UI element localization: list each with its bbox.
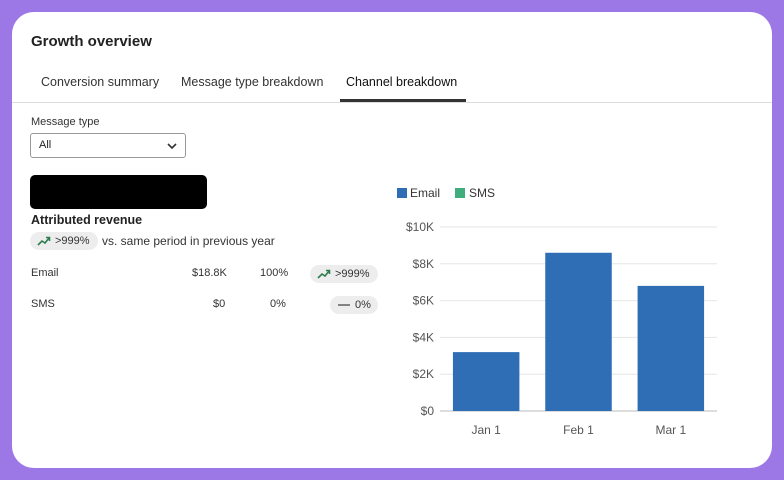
channel-revenue: $18.8K	[192, 267, 227, 279]
legend-label-email: Email	[410, 186, 441, 200]
tab-message-type-breakdown[interactable]: Message type breakdown	[181, 75, 324, 89]
legend-label-sms: SMS	[469, 186, 496, 200]
revenue-change-value: >999%	[55, 235, 90, 247]
bar-email[interactable]	[452, 352, 520, 411]
y-tick-label: $2K	[413, 367, 434, 381]
revenue-change-badge: >999%	[30, 232, 98, 250]
active-tab-indicator	[340, 99, 466, 102]
channel-change-badge: >999%	[310, 265, 378, 283]
x-tick-label: Mar 1	[655, 423, 686, 437]
channel-revenue: $0	[213, 298, 226, 310]
channel-change-value: 0%	[355, 299, 371, 311]
channel-share: 0%	[270, 298, 286, 310]
message-type-label: Message type	[31, 116, 100, 128]
message-type-select-value: All	[39, 139, 52, 151]
y-tick-label: $0	[421, 404, 435, 418]
channel-change-value: >999%	[335, 268, 370, 280]
dash-icon	[338, 304, 350, 306]
x-tick-label: Feb 1	[563, 423, 594, 437]
message-type-select[interactable]: All	[30, 133, 186, 158]
metric-label: Attributed revenue	[31, 213, 143, 227]
channel-share: 100%	[260, 267, 289, 279]
redacted-total-value	[30, 175, 207, 209]
y-tick-label: $8K	[413, 257, 434, 271]
tab-conversion-summary[interactable]: Conversion summary	[41, 75, 160, 89]
channel-name: Email	[31, 267, 59, 279]
tab-channel-breakdown[interactable]: Channel breakdown	[346, 75, 458, 89]
channel-name: SMS	[31, 298, 55, 310]
bar-email[interactable]	[545, 252, 612, 411]
y-tick-label: $4K	[413, 330, 434, 344]
trend-up-icon	[317, 269, 331, 279]
legend-swatch-email	[397, 188, 407, 198]
tab-bar: Conversion summary Message type breakdow…	[12, 64, 772, 103]
trend-up-icon	[37, 236, 51, 246]
chevron-down-icon	[166, 139, 178, 157]
channel-change-badge: 0%	[330, 296, 378, 314]
legend-swatch-sms	[455, 188, 465, 198]
x-tick-label: Jan 1	[471, 423, 501, 437]
y-tick-label: $10K	[406, 220, 434, 234]
page-title: Growth overview	[31, 33, 152, 50]
revenue-bar-chart: $0 $2K $4K $6K $8K $10K Jan 1 Feb 1 Mar 1	[406, 220, 717, 437]
y-tick-label: $6K	[413, 294, 434, 308]
comparison-text: vs. same period in previous year	[102, 234, 275, 248]
bar-email[interactable]	[637, 285, 705, 411]
growth-overview-card: Growth overview Conversion summary Messa…	[12, 12, 772, 468]
